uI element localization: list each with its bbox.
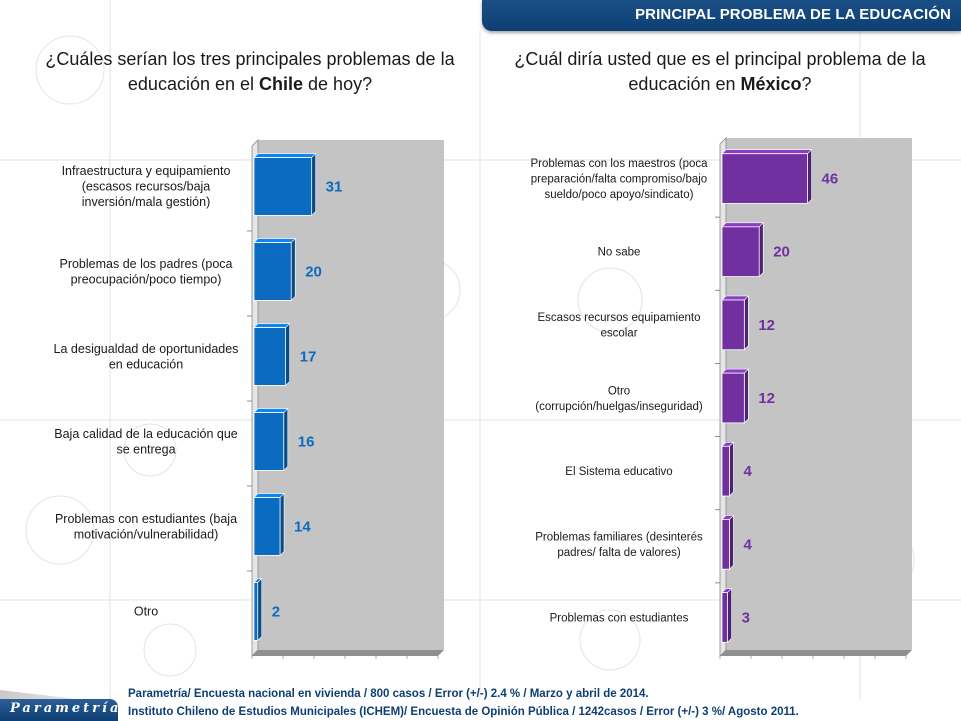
chile-question-end: de hoy? [303,74,373,94]
chile-question-text: ¿Cuáles serían los tres principales prob… [45,49,455,94]
value-label: 4 [743,463,752,480]
value-label: 12 [758,317,775,334]
value-label: 31 [326,179,343,196]
bar-top-face [721,149,813,155]
mexico-question: ¿Cuál diría usted que es el principal pr… [500,47,940,97]
bar-front-face [253,412,285,471]
category-label: Otro [134,605,158,619]
value-label: 3 [742,609,750,626]
parametria-logo: Parametría [0,699,118,721]
bar-front-face [721,299,745,351]
value-label: 12 [758,390,775,407]
category-label: Problemas de los padres (poca preocupació… [59,257,232,287]
category-label: No sabe [598,247,641,259]
footer-source-chile: Instituto Chileno de Estudios Municipale… [128,706,799,718]
bar-0 [721,148,813,205]
category-label: Problemas familiares (desinterés padres/ … [535,532,703,560]
mexico-question-text: ¿Cuál diría usted que es el principal pr… [514,49,926,94]
chile-question: ¿Cuáles serían los tres principales prob… [30,47,470,97]
value-label: 17 [300,349,317,366]
bar-1 [721,222,764,278]
logo-shadow [0,690,85,700]
bar-5 [253,577,263,642]
value-label: 14 [294,519,311,536]
category-label: Problemas con estudiantes (baja motivació… [55,512,237,542]
category-label: Otro (corrupción/huelgas/inseguridad) [535,385,703,413]
bar-front-face [721,372,745,424]
bar-top-face [721,295,750,301]
bar-side-face [758,222,764,278]
value-label: 20 [773,244,790,261]
bar-side-face [729,441,734,497]
value-label: 20 [305,264,322,281]
category-label: Baja calidad de la educación que se entre… [54,427,238,457]
footer-source-mexico: Parametría/ Encuesta nacional en viviend… [128,688,649,700]
bar-side-face [807,148,812,205]
bar-side-face [744,368,749,424]
bar-5 [721,514,735,570]
plot-back-wall [258,140,444,650]
category-label: Problemas con estudiantes [550,612,689,624]
bar-top-face [721,368,750,374]
bar-front-face [721,592,728,643]
category-label: La desigualdad de oportunidades en educac… [54,342,239,372]
mexico-question-country: México [740,74,802,94]
value-label: 16 [298,434,315,451]
bar-side-face [727,587,732,644]
category-label: Infraestructura y equipamiento (escasos r… [62,164,231,209]
bar-1 [253,237,296,302]
value-label: 46 [822,171,839,188]
bar-side-face [744,295,749,351]
bar-2 [253,322,291,387]
bar-front-face [253,242,292,301]
category-label: Problemas con los maestros (poca preparac… [530,158,708,201]
bar-front-face [253,157,313,216]
category-label: Escasos recursos equipamiento escolar [538,312,701,340]
page-title: PRINCIPAL PROBLEMA DE LA EDUCACIÓN [635,6,951,23]
bar-front-face [721,226,760,277]
bar-front-face [721,153,808,204]
bar-side-face [729,514,734,570]
bar-2 [721,295,750,351]
bar-4 [721,441,735,497]
bar-4 [253,492,285,557]
bar-front-face [721,445,730,497]
bar-6 [721,587,733,644]
bar-front-face [253,582,259,641]
plot-back-wall [726,138,912,650]
bar-top-face [721,222,764,228]
value-label: 2 [272,604,280,621]
bar-3 [721,368,750,424]
plot-floor [720,650,912,656]
bar-3 [253,407,289,472]
bar-front-face [253,327,287,386]
plot-floor [252,650,444,656]
chile-question-country: Chile [259,74,304,94]
mexico-question-end: ? [801,74,812,94]
bar-front-face [253,497,281,556]
category-label: El Sistema educativo [565,466,672,478]
logo-text: Parametría [10,701,122,716]
value-label: 4 [743,536,752,553]
bar-0 [253,152,317,217]
bar-front-face [721,519,730,570]
header-bar: PRINCIPAL PROBLEMA DE LA EDUCACIÓN [482,0,961,31]
